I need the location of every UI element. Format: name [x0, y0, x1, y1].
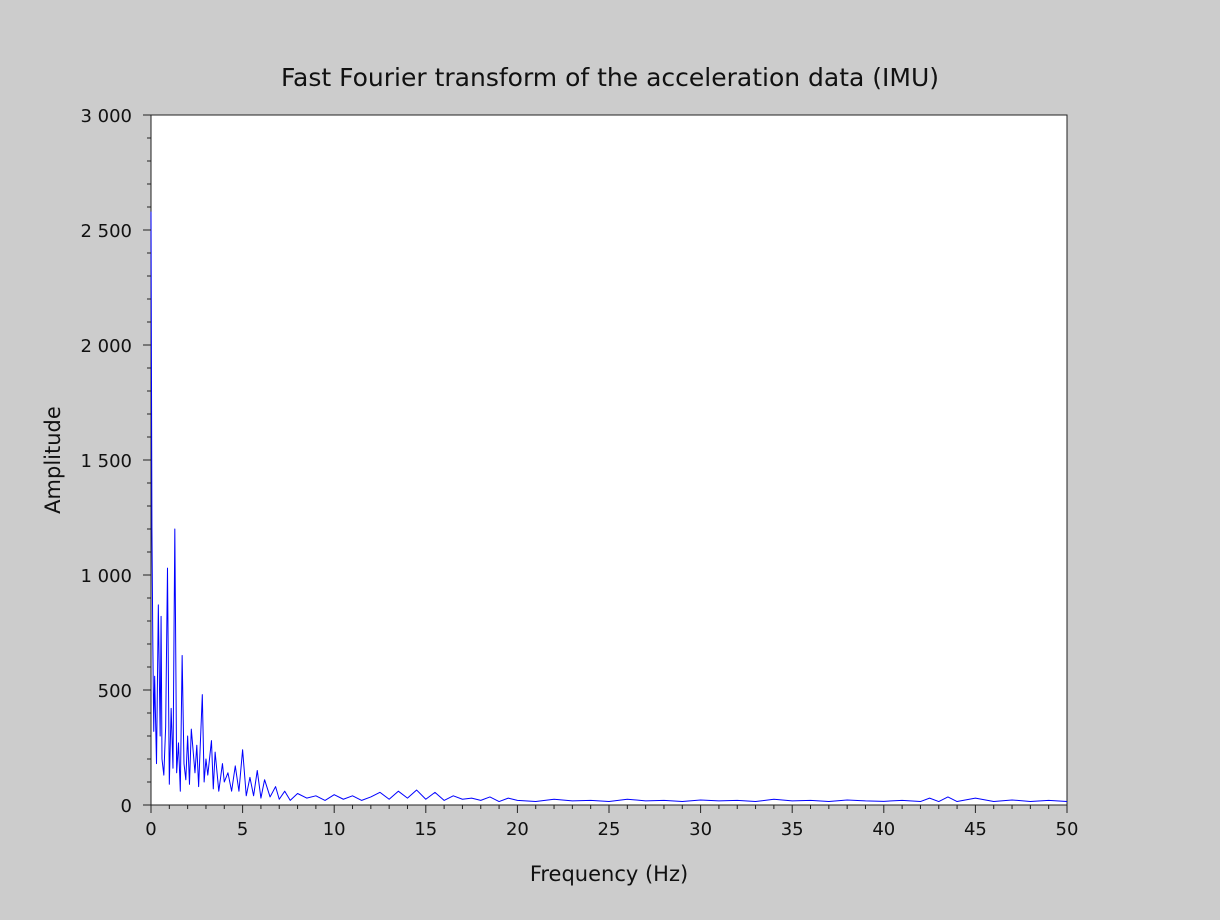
x-tick-label-4: 20 — [506, 819, 529, 840]
y-axis-label: Amplitude — [41, 406, 65, 514]
x-tick-label-3: 15 — [414, 819, 437, 840]
x-tick-label-5: 25 — [598, 819, 621, 840]
x-tick-label-2: 10 — [323, 819, 346, 840]
y-tick-label-2: 1 000 — [80, 566, 132, 587]
plot-area — [150, 114, 1068, 806]
x-tick-label-8: 40 — [872, 819, 895, 840]
x-tick-label-0: 0 — [145, 819, 156, 840]
y-tick-label-0: 0 — [121, 796, 132, 817]
x-tick-label-7: 35 — [781, 819, 804, 840]
x-axis-label: Frequency (Hz) — [530, 862, 688, 886]
y-tick-label-1: 500 — [98, 681, 132, 702]
x-tick-label-9: 45 — [964, 819, 987, 840]
x-tick-label-10: 50 — [1056, 819, 1079, 840]
x-tick-label-1: 5 — [237, 819, 248, 840]
y-tick-label-6: 3 000 — [80, 106, 132, 127]
series-line-0 — [150, 211, 1068, 803]
y-tick-label-4: 2 000 — [80, 336, 132, 357]
y-tick-label-3: 1 500 — [80, 451, 132, 472]
y-tick-label-5: 2 500 — [80, 221, 132, 242]
chart-title: Fast Fourier transform of the accelerati… — [281, 63, 939, 92]
x-tick-label-6: 30 — [689, 819, 712, 840]
series-group — [150, 211, 1068, 803]
